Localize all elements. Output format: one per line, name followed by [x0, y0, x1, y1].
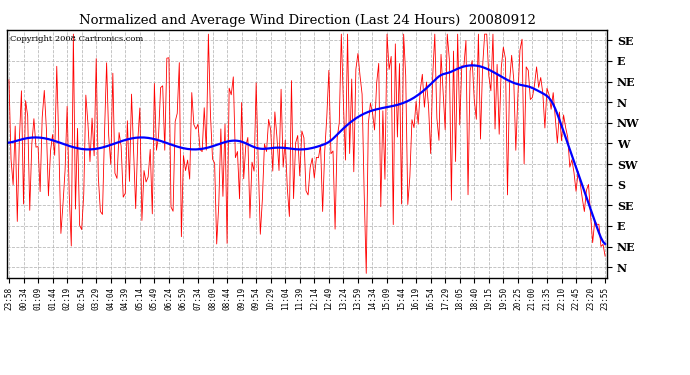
Title: Normalized and Average Wind Direction (Last 24 Hours)  20080912: Normalized and Average Wind Direction (L…	[79, 15, 535, 27]
Text: Copyright 2008 Cartronics.com: Copyright 2008 Cartronics.com	[10, 35, 143, 43]
